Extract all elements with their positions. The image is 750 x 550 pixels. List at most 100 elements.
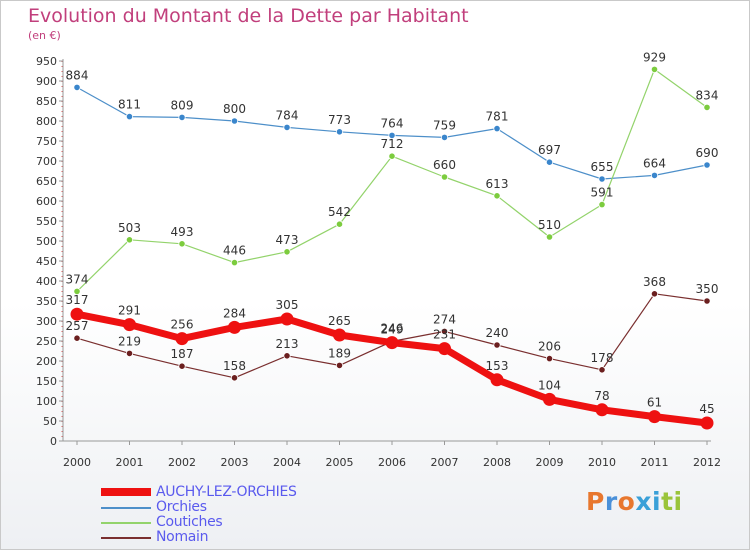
y-tick-label: 850 xyxy=(36,95,57,108)
data-label: 368 xyxy=(643,275,666,289)
data-label: 591 xyxy=(591,186,614,200)
data-point xyxy=(598,201,606,209)
data-point xyxy=(493,125,501,133)
data-point xyxy=(440,173,449,181)
data-point xyxy=(595,403,609,417)
data-label: 291 xyxy=(118,304,141,318)
data-label: 473 xyxy=(276,233,299,247)
data-label: 305 xyxy=(276,298,299,312)
data-point xyxy=(283,352,291,360)
data-label: 784 xyxy=(276,108,299,122)
legend-label-auchy: AUCHY-LEZ-ORCHIES xyxy=(156,484,297,500)
x-tick-label: 2009 xyxy=(536,456,564,469)
data-label: 510 xyxy=(538,218,561,232)
data-label: 153 xyxy=(486,359,509,373)
data-point xyxy=(178,362,186,370)
data-point xyxy=(545,354,554,363)
data-point xyxy=(493,192,501,200)
data-point xyxy=(493,341,501,349)
y-tick-label: 200 xyxy=(36,355,57,368)
data-point xyxy=(73,287,81,295)
data-point xyxy=(438,342,451,356)
y-tick-label: 300 xyxy=(36,315,57,328)
data-label: 446 xyxy=(223,244,246,258)
data-label: 350 xyxy=(696,282,719,296)
data-point xyxy=(335,361,344,369)
data-label: 929 xyxy=(643,50,666,64)
data-point xyxy=(230,117,239,125)
data-label: 189 xyxy=(328,346,351,360)
y-tick-label: 450 xyxy=(36,255,57,268)
chart-subtitle: (en €) xyxy=(28,29,61,42)
data-label: 542 xyxy=(328,205,351,219)
data-label: 764 xyxy=(381,116,404,130)
data-label: 178 xyxy=(591,351,614,365)
data-point xyxy=(178,240,186,248)
data-labels-layer: 884 811 809 800 784 773 764 759 781 697 655 664 690 3… xyxy=(66,50,719,416)
y-tick-label: 350 xyxy=(36,295,57,308)
data-point xyxy=(598,366,606,374)
data-point xyxy=(440,133,449,141)
data-point xyxy=(385,336,399,350)
data-point xyxy=(335,220,344,228)
data-label: 246 xyxy=(381,322,404,336)
y-tick-label: 800 xyxy=(36,115,57,128)
x-tick-label: 2010 xyxy=(588,456,616,469)
data-point xyxy=(440,327,449,335)
data-label: 61 xyxy=(647,396,662,410)
y-tick-label: 950 xyxy=(36,55,57,68)
data-label: 493 xyxy=(171,225,194,239)
data-point xyxy=(703,103,711,112)
x-tick-label: 2012 xyxy=(693,456,721,469)
x-tick-label: 2000 xyxy=(63,456,91,469)
data-label: 613 xyxy=(486,177,509,191)
x-tick-label: 2006 xyxy=(378,456,406,469)
y-tick-label: 250 xyxy=(36,335,57,348)
series-layer xyxy=(70,65,714,430)
data-point xyxy=(230,258,239,267)
data-point xyxy=(545,158,554,166)
x-tick-label: 2001 xyxy=(116,456,144,469)
legend-item-coutiches: Coutiches xyxy=(101,514,331,530)
y-tick-label: 100 xyxy=(36,395,57,408)
data-label: 249 xyxy=(381,322,404,336)
data-label: 374 xyxy=(66,272,89,286)
data-point xyxy=(283,123,291,132)
y-tick-label: 600 xyxy=(36,195,57,208)
data-point xyxy=(388,152,396,160)
proxiti-logo: Proxiti xyxy=(586,487,683,516)
data-point xyxy=(125,236,134,244)
data-label: 697 xyxy=(538,143,561,157)
data-point xyxy=(283,248,291,256)
data-label: 884 xyxy=(66,68,89,82)
data-point xyxy=(490,373,504,387)
legend-label-coutiches: Coutiches xyxy=(156,514,223,530)
data-point xyxy=(73,83,81,92)
data-point xyxy=(388,131,396,139)
y-tick-label: 650 xyxy=(36,175,57,188)
legend-swatch-coutiches xyxy=(101,522,151,524)
data-label: 655 xyxy=(591,160,614,174)
x-tick-label: 2002 xyxy=(168,456,196,469)
y-tick-label: 150 xyxy=(36,375,57,388)
data-point xyxy=(175,332,189,346)
data-label: 503 xyxy=(118,221,141,235)
data-label: 265 xyxy=(328,314,351,328)
chart-legend: AUCHY-LEZ-ORCHIES Orchies Coutiches Noma… xyxy=(101,484,331,545)
y-tick-label: 700 xyxy=(36,155,57,168)
data-label: 45 xyxy=(699,402,714,416)
data-point xyxy=(703,161,711,169)
x-tick-label: 2008 xyxy=(483,456,511,469)
data-label: 664 xyxy=(643,156,666,170)
x-tick-label: 2005 xyxy=(326,456,354,469)
data-point xyxy=(543,392,556,406)
data-label: 800 xyxy=(223,102,246,116)
data-label: 781 xyxy=(486,110,509,124)
legend-label-nomain: Nomain xyxy=(156,529,209,545)
data-label: 809 xyxy=(171,98,194,112)
data-label: 811 xyxy=(118,98,141,112)
legend-swatch-orchies xyxy=(101,507,151,509)
data-point xyxy=(123,318,136,332)
data-label: 317 xyxy=(66,293,89,307)
